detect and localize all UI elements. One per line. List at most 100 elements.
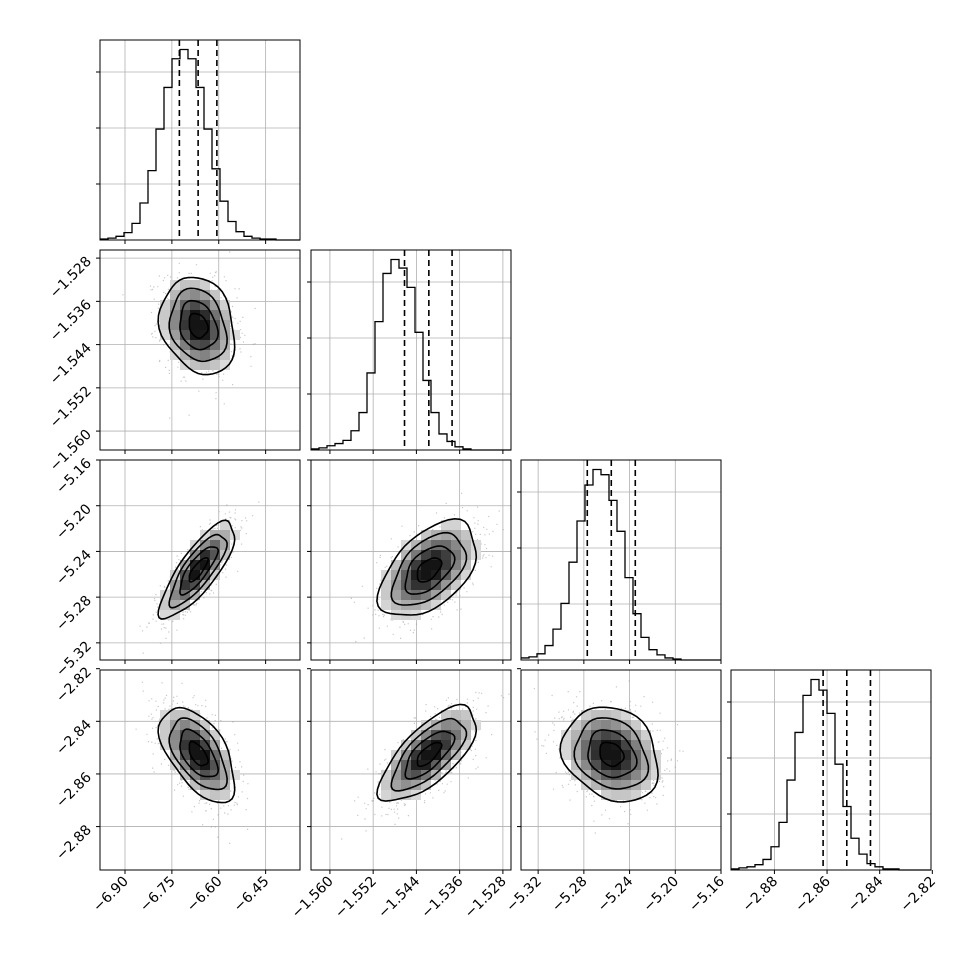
density-cell bbox=[601, 710, 611, 720]
density-cell bbox=[180, 340, 190, 350]
density-cell bbox=[200, 310, 210, 320]
histogram-step bbox=[100, 48, 300, 241]
x-tick-label: −1.552 bbox=[332, 874, 380, 922]
density-cell bbox=[421, 720, 431, 730]
density-cell bbox=[561, 740, 571, 750]
density-cell bbox=[581, 750, 591, 760]
contour-line bbox=[599, 741, 625, 768]
density-cell bbox=[210, 290, 220, 300]
contour-line bbox=[168, 287, 228, 363]
density-cell bbox=[190, 750, 200, 760]
contour-line bbox=[573, 717, 650, 790]
density-cell bbox=[230, 770, 240, 780]
contour-line bbox=[376, 703, 478, 802]
density-cell bbox=[461, 720, 471, 730]
density-cell bbox=[441, 530, 451, 540]
density-cell bbox=[391, 590, 401, 600]
density-cell bbox=[381, 580, 391, 590]
panel-frame bbox=[520, 459, 722, 661]
x-tick-label: −5.16 bbox=[686, 873, 728, 915]
scatter-panel-1-2 bbox=[99, 249, 301, 451]
density-cell bbox=[411, 540, 421, 550]
density-cell bbox=[180, 350, 190, 360]
density-cell bbox=[190, 720, 200, 730]
scatter-panel-2-4 bbox=[310, 669, 512, 871]
density-cell bbox=[170, 710, 180, 720]
density-cell bbox=[220, 310, 230, 320]
density-cell bbox=[461, 570, 471, 580]
density-cell bbox=[601, 790, 611, 800]
density-cell bbox=[190, 350, 200, 360]
density-cell bbox=[421, 560, 431, 570]
density-cell bbox=[591, 720, 601, 730]
y-tick-label: −2.86 bbox=[53, 769, 95, 811]
density-cell bbox=[441, 750, 451, 760]
x-tick-label: −6.45 bbox=[231, 874, 273, 916]
density-cell bbox=[160, 320, 170, 330]
histogram-step bbox=[311, 258, 511, 451]
density-cell bbox=[220, 320, 230, 330]
contour-line bbox=[416, 741, 443, 768]
density-cell bbox=[170, 740, 180, 750]
density-cell bbox=[200, 580, 210, 590]
contour-line bbox=[188, 557, 210, 583]
density-cell bbox=[431, 730, 441, 740]
density-cell bbox=[401, 750, 411, 760]
x-tick-label: −5.28 bbox=[549, 874, 591, 916]
histogram-panel-1 bbox=[96, 39, 301, 241]
density-cell bbox=[210, 760, 220, 770]
density-cell bbox=[220, 550, 230, 560]
density-cell bbox=[190, 760, 200, 770]
density-cell bbox=[411, 550, 421, 560]
x-tick-label: −1.536 bbox=[419, 873, 467, 921]
density-cell bbox=[441, 560, 451, 570]
density-cell bbox=[180, 600, 190, 610]
density-cell bbox=[230, 530, 240, 540]
density-cell bbox=[421, 740, 431, 750]
density-cell bbox=[160, 590, 170, 600]
density-cell bbox=[200, 740, 210, 750]
density-cell bbox=[611, 750, 621, 760]
density-cell bbox=[170, 760, 180, 770]
density-cell bbox=[601, 720, 611, 730]
density-cell bbox=[160, 730, 170, 740]
density-cell bbox=[381, 790, 391, 800]
y-tick-label: −2.88 bbox=[53, 822, 95, 864]
density-cell bbox=[591, 760, 601, 770]
density-cell bbox=[401, 550, 411, 560]
histogram-panel-3 bbox=[517, 459, 722, 661]
x-tick-label: −6.60 bbox=[184, 874, 226, 916]
density-cell bbox=[581, 710, 591, 720]
density-cell bbox=[641, 770, 651, 780]
density-cell bbox=[200, 750, 210, 760]
density-cell bbox=[190, 580, 200, 590]
density-cell bbox=[431, 720, 441, 730]
density-cell bbox=[220, 300, 230, 310]
panel-frame bbox=[99, 39, 301, 241]
panel-frame bbox=[99, 249, 301, 451]
panel-frame bbox=[520, 669, 722, 871]
density-cell bbox=[451, 710, 461, 720]
contour-line bbox=[404, 545, 456, 595]
y-tick-label: −5.20 bbox=[53, 501, 95, 543]
density-cell bbox=[190, 300, 200, 310]
density-cell bbox=[621, 710, 631, 720]
density-cell bbox=[381, 780, 391, 790]
density-cell bbox=[190, 290, 200, 300]
density-cell bbox=[421, 780, 431, 790]
density-cell bbox=[200, 540, 210, 550]
density-cell bbox=[621, 730, 631, 740]
density-cell bbox=[190, 780, 200, 790]
density-cell bbox=[601, 760, 611, 770]
density-cell bbox=[591, 710, 601, 720]
density-cell bbox=[641, 760, 651, 770]
density-cell bbox=[210, 310, 220, 320]
density-cell bbox=[190, 320, 200, 330]
density-cell bbox=[621, 790, 631, 800]
histogram-step bbox=[521, 468, 721, 661]
density-cell bbox=[441, 520, 451, 530]
density-cell bbox=[200, 780, 210, 790]
density-cell bbox=[631, 770, 641, 780]
y-tick-label: −2.84 bbox=[53, 717, 95, 759]
